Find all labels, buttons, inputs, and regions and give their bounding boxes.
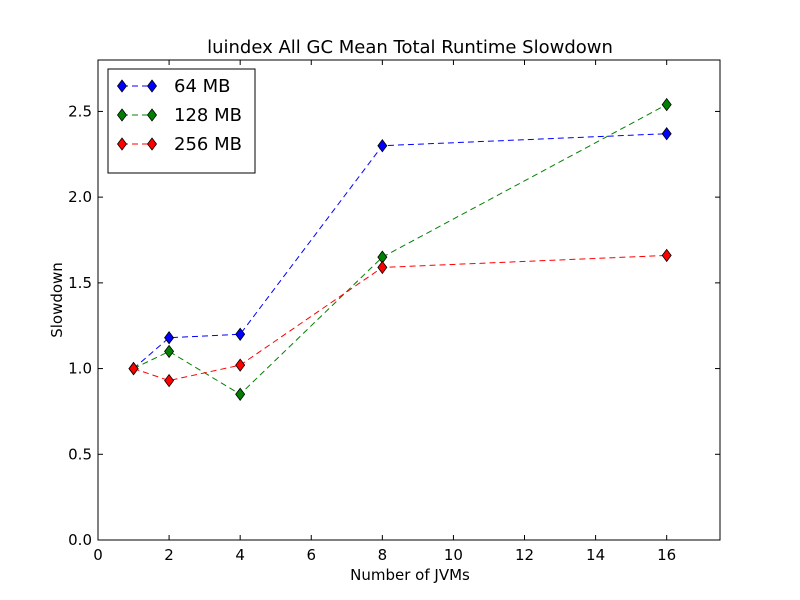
legend-marker [117,108,127,122]
x-tick-label: 14 [586,546,605,564]
x-tick-label: 6 [306,546,316,564]
x-tick-label: 16 [657,546,676,564]
series-line [133,133,667,369]
series-layer [128,97,672,401]
x-tick-label: 2 [164,546,174,564]
data-point [128,361,139,376]
data-point [377,139,388,153]
y-tick-label: 2.5 [68,102,92,120]
data-point [661,97,672,112]
legend-entry: 128 MB [117,105,242,126]
legend-label: 64 MB [174,76,231,97]
x-tick-label: 4 [235,546,245,564]
legend-marker [147,108,157,122]
data-point [235,387,246,401]
series-3 [128,248,672,388]
chart-title: luindex All GC Mean Total Runtime Slowdo… [207,37,613,58]
legend-label: 128 MB [174,105,242,126]
data-point [164,344,175,359]
data-point [661,127,672,141]
x-tick-label: 10 [444,546,463,564]
y-axis-label: Slowdown [48,262,66,338]
x-tick-label: 0 [93,546,103,564]
x-tick-label: 8 [378,546,388,564]
legend: 64 MB 128 MB 256 MB [107,68,256,174]
y-tick-label: 2.0 [68,188,92,206]
legend-marker [147,137,157,151]
legend-entry: 256 MB [117,134,242,155]
legend-marker [117,79,127,93]
legend-entry: 64 MB [117,76,231,97]
x-axis-label: Number of JVMs [350,566,470,584]
y-axis-ticks: 0.0 0.5 1.0 1.5 2.0 2.5 [68,102,720,549]
y-tick-label: 0.0 [68,531,92,549]
data-point [377,260,388,275]
x-axis-ticks: 0 2 4 6 8 10 12 14 16 [93,60,676,564]
y-tick-label: 1.5 [68,274,92,292]
legend-label: 256 MB [174,134,242,155]
data-point [235,327,246,341]
y-tick-label: 1.0 [68,360,92,378]
y-tick-label: 0.5 [68,445,92,463]
legend-marker [117,137,127,151]
plot-frame [97,59,721,541]
data-point [164,331,175,345]
data-point [164,373,175,388]
data-point [235,358,246,372]
legend-marker [147,79,157,93]
x-tick-label: 12 [515,546,534,564]
data-point [661,248,672,263]
